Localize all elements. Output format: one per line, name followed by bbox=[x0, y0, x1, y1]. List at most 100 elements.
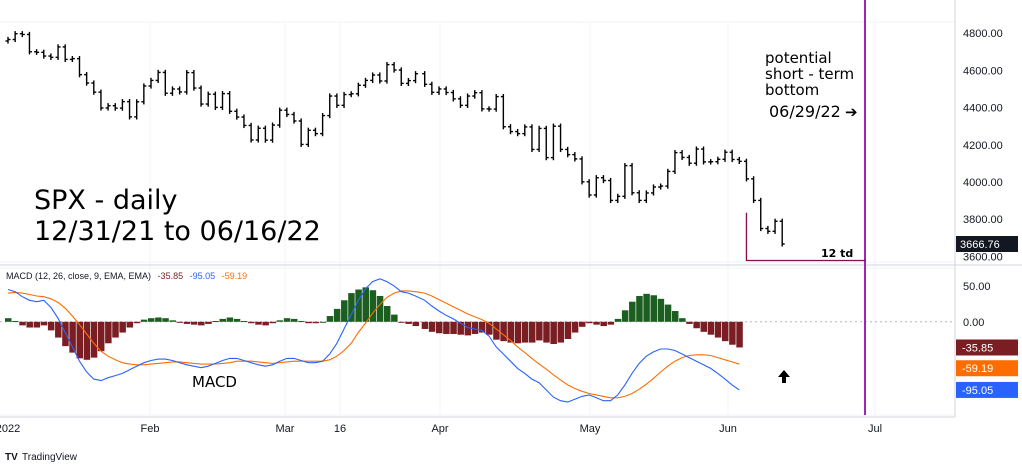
macd-histogram-bar bbox=[686, 321, 693, 324]
price-bar bbox=[248, 122, 254, 143]
macd-histogram-bar bbox=[629, 301, 636, 322]
macd-histogram-bar bbox=[83, 321, 91, 360]
time-tick-label: 16 bbox=[334, 423, 346, 435]
annotation-short-term: short - term bbox=[765, 65, 854, 83]
macd-histogram-bar bbox=[133, 321, 141, 324]
macd-histogram-bar bbox=[471, 321, 479, 334]
macd-histogram-bar bbox=[212, 321, 219, 323]
time-tick-label: 2022 bbox=[0, 423, 20, 435]
annotation-potential: potential bbox=[765, 49, 832, 67]
macd-histogram-bar bbox=[398, 321, 405, 323]
price-bar bbox=[384, 62, 390, 84]
macd-histogram-bar bbox=[693, 321, 700, 329]
price-bar bbox=[141, 83, 147, 105]
price-bar bbox=[443, 86, 449, 96]
price-bar bbox=[169, 86, 175, 96]
macd-histogram-bar bbox=[19, 321, 26, 326]
price-bar bbox=[112, 103, 118, 111]
price-bar bbox=[91, 80, 97, 95]
signal-line bbox=[7, 290, 740, 399]
price-bar bbox=[184, 70, 190, 95]
macd-histogram-bar bbox=[291, 318, 298, 322]
macd-histogram-bar bbox=[528, 321, 536, 343]
price-bar bbox=[779, 218, 785, 247]
tradingview-logo[interactable]: TV TradingView bbox=[5, 452, 78, 463]
price-bar bbox=[600, 175, 606, 184]
last-price-badge bbox=[956, 235, 1018, 252]
price-bar bbox=[486, 106, 492, 112]
price-tick-label: 4000.00 bbox=[963, 177, 1003, 189]
macd-histogram-bar bbox=[312, 321, 319, 324]
macd-histogram-bar bbox=[126, 321, 134, 328]
price-bar bbox=[320, 112, 326, 137]
price-bar bbox=[550, 123, 556, 161]
macd-histogram-bar bbox=[305, 321, 312, 324]
price-bar bbox=[679, 150, 685, 161]
macd-histogram-bar bbox=[355, 289, 362, 322]
price-bar bbox=[693, 146, 699, 166]
macd-histogram-bar bbox=[443, 321, 450, 334]
macd-histogram-bar bbox=[119, 321, 126, 333]
axes: 4800.00 4600.00 4400.00 4200.00 4000.00 3800.… bbox=[0, 0, 1022, 435]
macd-value-badge-label: -59.19 bbox=[962, 363, 993, 375]
price-bar bbox=[772, 218, 778, 234]
macd-histogram-bar bbox=[276, 320, 284, 322]
macd-histogram-bar bbox=[162, 318, 169, 322]
price-bar bbox=[298, 118, 304, 148]
macd-histogram-bar bbox=[586, 321, 593, 324]
macd-header-name: MACD (12, 26, close, 9, EMA, EMA) bbox=[6, 271, 151, 281]
price-bar bbox=[12, 31, 18, 43]
price-bar bbox=[758, 197, 764, 232]
macd-histogram-bar bbox=[40, 321, 48, 326]
price-bar bbox=[48, 53, 54, 60]
macd-histogram-bar bbox=[643, 293, 650, 322]
macd-histogram-bar bbox=[376, 295, 384, 322]
price-bar bbox=[262, 125, 268, 143]
price-bar bbox=[398, 67, 404, 86]
price-bar bbox=[565, 146, 571, 158]
price-bar bbox=[558, 123, 564, 153]
price-bar bbox=[26, 31, 32, 55]
macd-histogram-bar bbox=[700, 321, 708, 332]
macd-histogram-bar bbox=[26, 321, 33, 328]
tradingview-logo-text: TradingView bbox=[22, 452, 78, 463]
price-bar bbox=[708, 159, 714, 165]
price-bar bbox=[665, 168, 671, 189]
macd-histogram-bar bbox=[521, 321, 529, 343]
price-bar bbox=[751, 176, 757, 204]
price-bar bbox=[622, 163, 628, 199]
price-bar bbox=[198, 85, 204, 107]
macd-histogram-bar bbox=[621, 310, 629, 322]
price-bar bbox=[62, 44, 68, 62]
price-tick-label: 3800.00 bbox=[963, 214, 1003, 226]
price-bar bbox=[241, 114, 247, 129]
price-bar bbox=[277, 107, 283, 128]
price-bar bbox=[105, 103, 111, 111]
price-bar bbox=[515, 128, 521, 137]
time-tick-label: Feb bbox=[141, 423, 160, 435]
macd-histogram-bar bbox=[97, 321, 105, 352]
macd-value-badge-label: -95.05 bbox=[962, 385, 993, 397]
time-tick-label: Jun bbox=[719, 423, 737, 435]
macd-histogram-bar bbox=[47, 321, 55, 331]
price-bar bbox=[722, 149, 728, 162]
price-bar bbox=[579, 156, 585, 185]
price-bar bbox=[155, 69, 161, 84]
price-bar bbox=[5, 36, 11, 44]
price-bar bbox=[284, 107, 290, 118]
price-bar bbox=[220, 91, 225, 110]
macd-histogram-bar bbox=[428, 321, 436, 332]
macd-histogram-bar bbox=[493, 321, 500, 340]
macd-histogram-bar bbox=[507, 321, 514, 343]
price-bar bbox=[743, 158, 749, 182]
annotations bbox=[745, 0, 866, 415]
price-bar bbox=[629, 163, 635, 196]
price-bar bbox=[205, 91, 211, 107]
macd-histogram-bar bbox=[33, 321, 41, 328]
macd-histogram-bar bbox=[478, 321, 486, 333]
macd-histogram-bar bbox=[636, 295, 643, 322]
price-bar bbox=[98, 89, 104, 111]
price-bar bbox=[529, 124, 535, 153]
macd-histogram-bar bbox=[255, 321, 262, 325]
